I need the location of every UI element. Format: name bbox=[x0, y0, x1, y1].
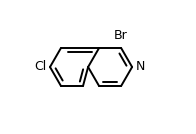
Text: Br: Br bbox=[114, 29, 128, 42]
Text: Cl: Cl bbox=[34, 60, 46, 74]
Text: N: N bbox=[136, 60, 145, 74]
